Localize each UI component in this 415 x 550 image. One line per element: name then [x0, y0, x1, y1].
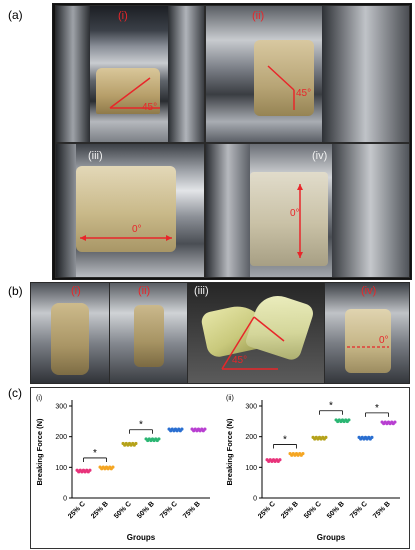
x-tick-label: 75% C [349, 500, 369, 520]
breaking-force-chart-i: (i) 0 100 200 300 Breaking Force (N) 25% C 25% … [35, 395, 210, 542]
significance-bracket: * [273, 434, 297, 449]
angle-arrow [109, 77, 160, 109]
photo-b-i: (i) [30, 282, 110, 384]
photo-label: (iii) [88, 150, 103, 162]
significance-bracket: * [365, 403, 389, 417]
data-point-cluster [167, 427, 184, 433]
y-axis-label: Breaking Force (N) [225, 418, 234, 486]
photo-a-iv: (iv) 0° [205, 143, 410, 278]
x-tick-label: 50% C [113, 500, 133, 520]
photo-label: (iv) [312, 150, 328, 162]
data-point-cluster [265, 458, 282, 463]
y-tick-label: 0 [63, 496, 67, 503]
x-tick-label: 50% B [326, 500, 346, 520]
photo-label: (iv) [361, 285, 377, 297]
y-axis-label: Breaking Force (N) [35, 418, 44, 486]
angle-arrow [221, 316, 285, 370]
angle-arrow [347, 346, 389, 348]
x-tick-label: 25% B [280, 500, 300, 520]
photo-label: (ii) [138, 285, 151, 297]
specimen [51, 303, 89, 375]
photo-b-iv: (iv) 0° [324, 282, 410, 384]
significance-bracket: * [129, 420, 153, 434]
clamp-left [206, 144, 250, 277]
x-tick-label: 50% B [136, 500, 156, 520]
y-tick-label: 200 [55, 434, 67, 441]
specimen [345, 309, 391, 373]
x-tick-label: 75% B [182, 500, 202, 520]
clamp-right [322, 6, 409, 142]
y-tick-label: 200 [245, 434, 257, 441]
specimen [250, 172, 328, 266]
panel-c-frame [30, 387, 410, 549]
data-point-cluster [311, 435, 328, 441]
clamp-left [56, 144, 76, 277]
angle-arrow [80, 235, 172, 241]
data-point-cluster [75, 468, 92, 474]
angle-label: 45° [232, 355, 248, 366]
photo-label: (i) [118, 10, 128, 22]
significance-star: * [375, 403, 379, 414]
y-tick-label: 300 [245, 404, 257, 411]
photo-label: (iii) [194, 285, 209, 297]
y-tick-label: 300 [55, 404, 67, 411]
chart-panel-label: (ii) [226, 395, 234, 402]
x-tick-label: 25% C [67, 500, 87, 520]
significance-bracket: * [319, 401, 343, 415]
y-tick-label: 0 [253, 496, 257, 503]
x-axis-label: Groups [127, 533, 156, 542]
specimen [134, 305, 164, 367]
clamp-right [168, 6, 204, 142]
significance-star: * [93, 448, 97, 459]
panel-c-letter: (c) [8, 386, 22, 400]
significance-bracket: * [83, 448, 107, 462]
panel-b-letter: (b) [8, 284, 23, 298]
clamp-right [332, 144, 409, 277]
significance-star: * [283, 434, 287, 445]
angle-arrow [267, 65, 295, 110]
angle-label: 0° [132, 224, 142, 235]
chart-panel-label: (i) [36, 395, 42, 402]
data-point-cluster [144, 437, 161, 443]
x-tick-label: 25% B [90, 500, 110, 520]
x-tick-label: 75% B [372, 500, 392, 520]
photo-b-iii: (iii) 45° [187, 282, 325, 384]
specimen [96, 68, 160, 114]
breaking-force-chart-ii: (ii) 0 100 200 300 Breaking Force (N) 25% C 25%… [225, 395, 400, 542]
angle-label: 45° [296, 88, 312, 99]
photo-a-ii: (ii) 45° [205, 5, 410, 143]
x-tick-label: 50% C [303, 500, 323, 520]
data-point-cluster [121, 441, 138, 447]
data-point-cluster [357, 435, 374, 441]
clamp-left [56, 6, 90, 142]
significance-star: * [139, 420, 143, 431]
angle-arrow [297, 184, 303, 258]
angle-label: 0° [379, 335, 389, 346]
angle-label: 45° [142, 102, 158, 113]
specimen [254, 40, 314, 116]
panel-a-letter: (a) [8, 8, 23, 22]
data-point-cluster [334, 418, 351, 424]
photo-a-i: (i) 45° [55, 5, 205, 143]
data-point-cluster [288, 452, 305, 457]
x-axis-label: Groups [317, 533, 346, 542]
photo-b-ii: (ii) [109, 282, 188, 384]
x-tick-label: 75% C [159, 500, 179, 520]
y-tick-label: 100 [245, 465, 257, 472]
photo-label: (ii) [252, 10, 265, 22]
data-point-cluster [380, 420, 397, 426]
data-point-cluster [98, 465, 115, 471]
significance-star: * [329, 401, 333, 412]
data-point-cluster [190, 427, 207, 433]
x-tick-label: 25% C [257, 500, 277, 520]
angle-label: 0° [290, 208, 300, 219]
photo-a-iii: (iii) 0° [55, 143, 205, 278]
y-tick-label: 100 [55, 465, 67, 472]
photo-label: (i) [71, 285, 81, 297]
